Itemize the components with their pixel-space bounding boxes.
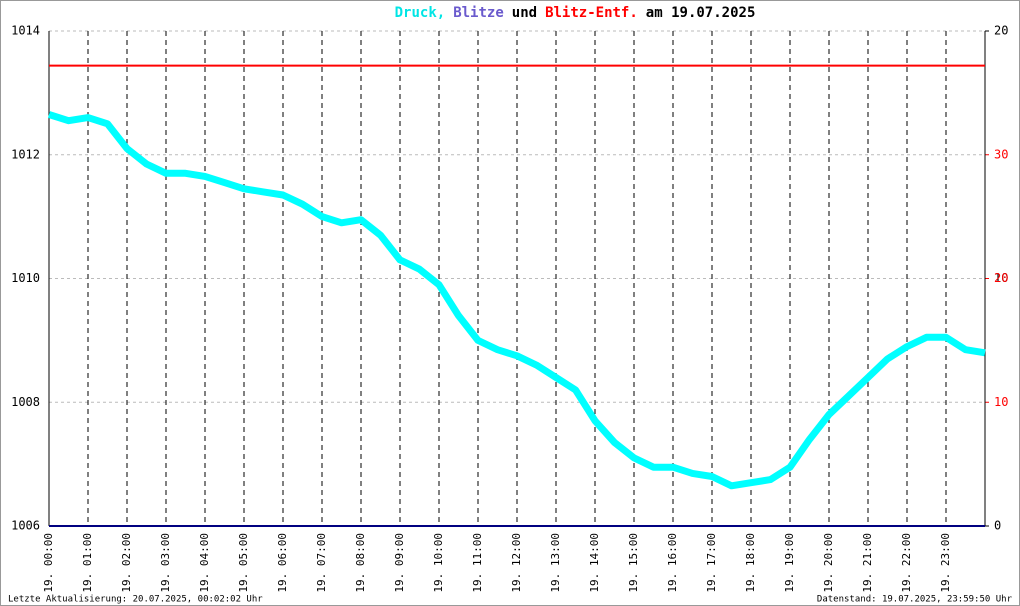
x-tick-label: 19. 10:00 bbox=[432, 533, 445, 593]
x-tick-label: 19. 03:00 bbox=[159, 533, 172, 593]
x-tick-label: 19. 18:00 bbox=[744, 533, 757, 593]
title-part: Druck, bbox=[395, 5, 446, 21]
x-tick-label: 19. 15:00 bbox=[627, 533, 640, 593]
y-tick-label: 1012 bbox=[11, 147, 40, 161]
x-tick-label: 19. 09:00 bbox=[393, 533, 406, 593]
y-tick-label: 1008 bbox=[11, 395, 40, 409]
x-tick-label: 19. 05:00 bbox=[237, 533, 250, 593]
x-tick-label: 19. 21:00 bbox=[861, 533, 874, 593]
y3-tick-label: 30 bbox=[994, 147, 1008, 161]
x-tick-label: 19. 16:00 bbox=[666, 533, 679, 593]
title-part: am 19.07.2025 bbox=[646, 5, 756, 21]
x-tick-label: 19. 07:00 bbox=[315, 533, 328, 593]
footer-left: Letzte Aktualisierung: 20.07.2025, 00:02… bbox=[8, 595, 263, 605]
footer-right: Datenstand: 19.07.2025, 23:59:50 Uhr bbox=[817, 595, 1013, 605]
x-tick-label: 19. 02:00 bbox=[120, 533, 133, 593]
y3-tick-label: 20 bbox=[994, 271, 1008, 285]
x-tick-label: 19. 12:00 bbox=[510, 533, 523, 593]
series-line bbox=[47, 111, 986, 490]
y-tick-label: 1010 bbox=[11, 271, 40, 285]
x-tick-label: 19. 17:00 bbox=[705, 533, 718, 593]
title-part: und bbox=[512, 5, 537, 21]
y2-tick-label: 20 bbox=[994, 24, 1008, 38]
x-tick-label: 19. 22:00 bbox=[900, 533, 913, 593]
title-part: Blitze bbox=[453, 5, 504, 21]
x-tick-label: 19. 20:00 bbox=[822, 533, 835, 593]
title-part: Blitz-Entf. bbox=[545, 5, 638, 21]
x-tick-label: 19. 08:00 bbox=[354, 533, 367, 593]
y-tick-label: 1014 bbox=[11, 24, 40, 38]
x-tick-label: 19. 13:00 bbox=[549, 533, 562, 593]
x-tick-label: 19. 00:00 bbox=[42, 533, 55, 593]
y2-tick-label: 0 bbox=[994, 519, 1001, 533]
x-tick-label: 19. 06:00 bbox=[276, 533, 289, 593]
x-tick-label: 19. 04:00 bbox=[198, 533, 211, 593]
x-tick-label: 19. 01:00 bbox=[81, 533, 94, 593]
chart-title: Druck, Blitze und Blitz-Entf. am 19.07.2025 bbox=[395, 5, 756, 21]
y3-tick-label: 10 bbox=[994, 395, 1008, 409]
y2-tick-label: 10 bbox=[994, 271, 1008, 285]
x-tick-label: 19. 14:00 bbox=[588, 533, 601, 593]
x-tick-label: 19. 11:00 bbox=[471, 533, 484, 593]
x-tick-label: 19. 23:00 bbox=[939, 533, 952, 593]
y-tick-label: 1006 bbox=[11, 519, 40, 533]
x-tick-label: 19. 19:00 bbox=[783, 533, 796, 593]
